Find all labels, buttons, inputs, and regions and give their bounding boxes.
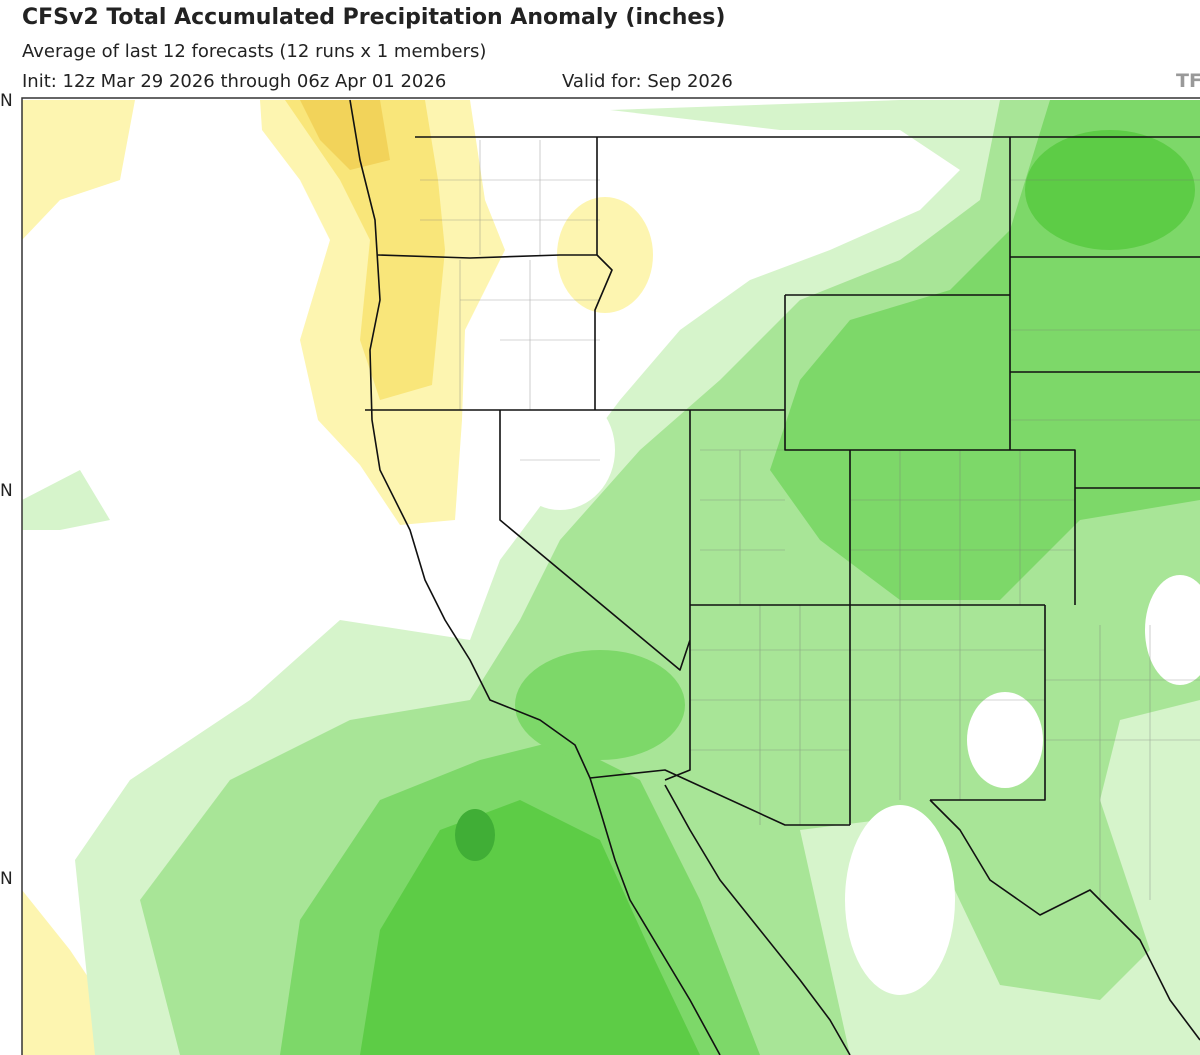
- state-borders: [365, 136, 1200, 1041]
- map-title: CFSv2 Total Accumulated Precipitation An…: [22, 5, 725, 30]
- init-time: Init: 12z Mar 29 2026 through 06z Apr 01…: [22, 71, 446, 92]
- map-area: [21, 97, 1200, 1055]
- wet-shading: [515, 650, 685, 760]
- logo: TF: [1176, 70, 1200, 92]
- wet-shading: [1025, 130, 1195, 250]
- neutral-patch: [1145, 575, 1200, 685]
- map-subtitle: Average of last 12 forecasts (12 runs x …: [22, 41, 486, 62]
- neutral-patch: [505, 390, 615, 510]
- lat-label: N: [0, 91, 13, 111]
- wet-shading: [360, 800, 700, 1055]
- dry-shading: [557, 197, 653, 313]
- coastline: [349, 99, 721, 1055]
- lat-label: N: [0, 481, 13, 501]
- wet-shading: [455, 809, 495, 861]
- wet-shading: [22, 470, 110, 530]
- dry-shading: [285, 100, 445, 400]
- latitude-labels: N N N: [0, 91, 13, 889]
- county-lines: [420, 140, 1200, 900]
- neutral-patch: [967, 692, 1043, 788]
- header: CFSv2 Total Accumulated Precipitation An…: [22, 5, 1200, 92]
- map-frame: [21, 97, 1200, 1055]
- dry-shading: [22, 100, 80, 170]
- gulf-coast: [664, 784, 851, 1055]
- neutral-patch: [845, 805, 955, 995]
- dry-shading: [300, 100, 390, 170]
- valid-time: Valid for: Sep 2026: [562, 71, 733, 92]
- lat-label: N: [0, 869, 13, 889]
